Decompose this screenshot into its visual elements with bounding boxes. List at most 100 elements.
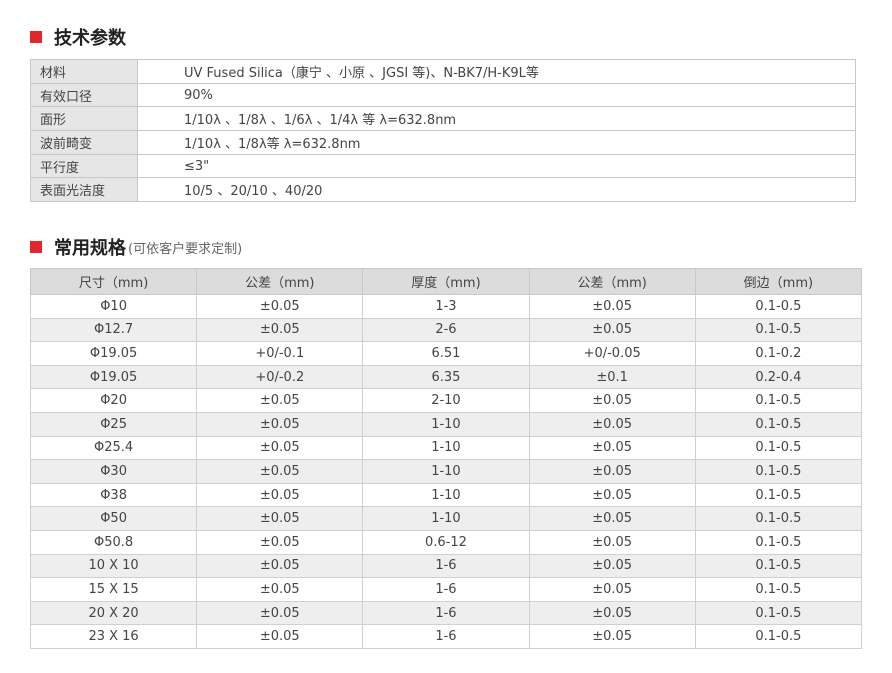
table-cell: Φ25 — [29, 412, 198, 437]
column-header: 尺寸（mm) — [29, 268, 198, 295]
table-cell: Φ10 — [29, 294, 198, 319]
table-cell: 0.1-0.5 — [694, 530, 863, 555]
table-cell: 0.1-0.5 — [694, 483, 863, 508]
column-header: 倒边（mm) — [694, 268, 863, 295]
table-cell: ±0.05 — [196, 506, 364, 531]
red-square-icon — [30, 31, 42, 43]
table-cell: 0.1-0.5 — [694, 624, 863, 649]
table-cell: ±0.05 — [196, 294, 364, 319]
table-cell: ±0.05 — [528, 530, 696, 555]
table-row: Φ50.8 ±0.05 0.6-12 ±0.05 0.1-0.5 — [29, 530, 863, 555]
table-cell: 0.1-0.5 — [694, 436, 863, 461]
table-cell: ±0.05 — [528, 506, 696, 531]
table-cell: 6.51 — [362, 341, 530, 366]
table-cell: ±0.05 — [196, 554, 364, 579]
table-cell: ±0.1 — [528, 365, 696, 390]
param-row: 平行度 ≤3" — [30, 153, 856, 179]
table-row: Φ19.05 +0/-0.2 6.35 ±0.1 0.2-0.4 — [29, 365, 863, 390]
param-row: 材料 UV Fused Silica（康宁 、小原 、JGSI 等)、N-BK7/… — [30, 59, 856, 84]
table-cell: ±0.05 — [528, 577, 696, 602]
table-cell: ±0.05 — [196, 530, 364, 555]
table-cell: ±0.05 — [196, 436, 364, 461]
section-title: 技术参数 — [54, 28, 126, 49]
table-cell: Φ12.7 — [29, 318, 198, 343]
table-cell: +0/-0.2 — [196, 365, 364, 390]
table-cell: 2-10 — [362, 388, 530, 413]
table-cell: Φ30 — [29, 459, 198, 484]
table-cell: 23 X 16 — [29, 624, 198, 649]
table-cell: Φ19.05 — [29, 341, 198, 366]
table-cell: 1-6 — [362, 577, 530, 602]
table-cell: +0/-0.05 — [528, 341, 696, 366]
section-title: 常用规格 — [54, 238, 126, 259]
table-row: Φ25.4 ±0.05 1-10 ±0.05 0.1-0.5 — [29, 436, 863, 461]
table-cell: ±0.05 — [528, 483, 696, 508]
tech-params-table: 材料 UV Fused Silica（康宁 、小原 、JGSI 等)、N-BK7/… — [30, 59, 856, 203]
table-cell: 0.1-0.5 — [694, 318, 863, 343]
table-cell: 1-6 — [362, 601, 530, 626]
table-cell: Φ50 — [29, 506, 198, 531]
param-label: 面形 — [30, 106, 138, 132]
param-label: 表面光洁度 — [30, 177, 138, 203]
table-row: Φ50 ±0.05 1-10 ±0.05 0.1-0.5 — [29, 506, 863, 531]
table-cell: 0.6-12 — [362, 530, 530, 555]
table-cell: ±0.05 — [528, 624, 696, 649]
table-cell: 0.1-0.5 — [694, 577, 863, 602]
table-cell: 1-10 — [362, 459, 530, 484]
column-header: 公差（mm) — [196, 268, 364, 295]
table-cell: ±0.05 — [196, 601, 364, 626]
section-subtitle: (可依客户要求定制) — [128, 241, 243, 257]
table-cell: +0/-0.1 — [196, 341, 364, 366]
table-cell: 0.1-0.5 — [694, 601, 863, 626]
table-cell: 1-10 — [362, 483, 530, 508]
table-row: Φ19.05 +0/-0.1 6.51 +0/-0.05 0.1-0.2 — [29, 341, 863, 366]
param-label: 平行度 — [30, 153, 138, 179]
table-cell: ±0.05 — [528, 601, 696, 626]
table-cell: Φ50.8 — [29, 530, 198, 555]
column-header: 公差（mm) — [528, 268, 696, 295]
table-cell: 0.1-0.5 — [694, 294, 863, 319]
table-cell: ±0.05 — [528, 436, 696, 461]
table-row: Φ12.7 ±0.05 2-6 ±0.05 0.1-0.5 — [29, 318, 863, 343]
table-row: 10 X 10 ±0.05 1-6 ±0.05 0.1-0.5 — [29, 554, 863, 579]
table-cell: ±0.05 — [196, 483, 364, 508]
table-cell: 0.1-0.5 — [694, 506, 863, 531]
table-row: 23 X 16 ±0.05 1-6 ±0.05 0.1-0.5 — [29, 624, 863, 649]
table-cell: Φ20 — [29, 388, 198, 413]
table-cell: 0.1-0.5 — [694, 554, 863, 579]
table-cell: 1-10 — [362, 412, 530, 437]
param-label: 有效口径 — [30, 82, 138, 108]
table-row: 20 X 20 ±0.05 1-6 ±0.05 0.1-0.5 — [29, 601, 863, 626]
param-label: 波前畸变 — [30, 130, 138, 155]
param-row: 表面光洁度 10/5 、20/10 、40/20 — [30, 177, 856, 203]
param-row: 有效口径 90% — [30, 82, 856, 108]
table-cell: 20 X 20 — [29, 601, 198, 626]
table-cell: 0.2-0.4 — [694, 365, 863, 390]
table-cell: ±0.05 — [528, 294, 696, 319]
table-cell: 1-6 — [362, 554, 530, 579]
table-cell: Φ19.05 — [29, 365, 198, 390]
section-heading-tech-params: 技术参数 — [30, 24, 126, 50]
table-cell: 1-10 — [362, 506, 530, 531]
table-row: 15 X 15 ±0.05 1-6 ±0.05 0.1-0.5 — [29, 577, 863, 602]
table-cell: ±0.05 — [528, 388, 696, 413]
table-cell: ±0.05 — [528, 412, 696, 437]
table-cell: ±0.05 — [528, 554, 696, 579]
table-cell: 10 X 10 — [29, 554, 198, 579]
table-cell: Φ25.4 — [29, 436, 198, 461]
table-cell: 1-3 — [362, 294, 530, 319]
table-row: Φ10 ±0.05 1-3 ±0.05 0.1-0.5 — [29, 294, 863, 319]
table-cell: 6.35 — [362, 365, 530, 390]
table-cell: ±0.05 — [196, 459, 364, 484]
param-value: ≤3" — [137, 153, 856, 179]
param-value: 1/10λ 、1/8λ等 λ=632.8nm — [137, 130, 856, 155]
table-cell: ±0.05 — [196, 318, 364, 343]
table-cell: ±0.05 — [528, 459, 696, 484]
table-row: Φ38 ±0.05 1-10 ±0.05 0.1-0.5 — [29, 483, 863, 508]
table-cell: ±0.05 — [196, 624, 364, 649]
table-row: Φ30 ±0.05 1-10 ±0.05 0.1-0.5 — [29, 459, 863, 484]
param-row: 波前畸变 1/10λ 、1/8λ等 λ=632.8nm — [30, 130, 856, 155]
param-value: UV Fused Silica（康宁 、小原 、JGSI 等)、N-BK7/H-… — [137, 59, 856, 84]
table-row: Φ20 ±0.05 2-10 ±0.05 0.1-0.5 — [29, 388, 863, 413]
table-cell: 1-6 — [362, 624, 530, 649]
